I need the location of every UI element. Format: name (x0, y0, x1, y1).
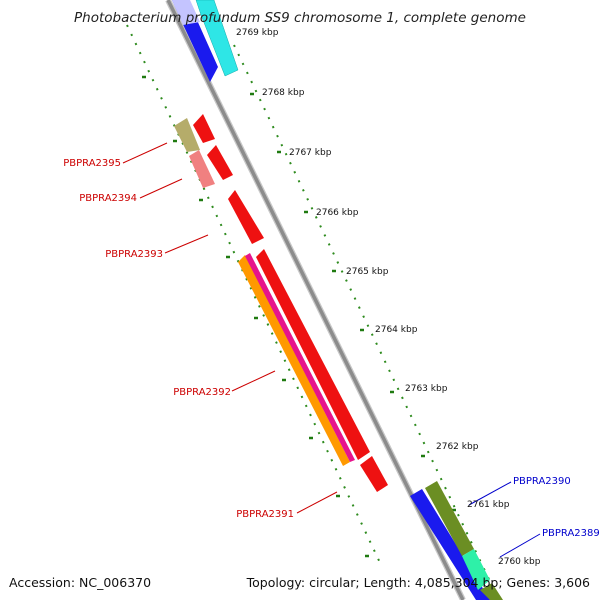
gene-PBPRA2394-block[interactable] (189, 150, 215, 188)
leader-line-PBPRA2395 (122, 142, 168, 164)
ruler-label: 2765 kbp (346, 267, 389, 277)
ruler-label: 2761 kbp (467, 500, 510, 510)
ruler-label: 2766 kbp (316, 208, 359, 218)
gene-PBPRA2391-block[interactable] (360, 456, 388, 492)
gene-block-cyan-top[interactable] (195, 0, 239, 77)
gene-PBPRA2392-orange[interactable] (238, 255, 350, 466)
gene-PBPRA2395-block[interactable] (174, 118, 200, 152)
gene-block-red-b[interactable] (207, 145, 233, 180)
leader-line-PBPRA2391 (296, 491, 338, 514)
ruler-label: 2767 kbp (289, 148, 332, 158)
gene-label-PBPRA2390[interactable]: PBPRA2390 (513, 476, 571, 487)
leader-line-PBPRA2392 (231, 370, 276, 392)
leader-line-PBPRA2394 (139, 178, 183, 199)
leader-lines-right (468, 481, 541, 558)
inner-dotted-ruler (126, 24, 383, 568)
leader-line-PBPRA2390 (468, 481, 512, 506)
gene-block-red-a[interactable] (193, 114, 215, 143)
gene-label-PBPRA2389[interactable]: PBPRA2389 (542, 528, 600, 539)
outer-dotted-ruler (233, 44, 497, 595)
gene-label-PBPRA2395[interactable]: PBPRA2395 (63, 158, 121, 169)
leader-line-PBPRA2389 (499, 533, 541, 558)
ruler-label: 2764 kbp (375, 325, 418, 335)
gene-block-red-long[interactable] (256, 249, 370, 460)
leader-line-PBPRA2393 (164, 234, 209, 254)
ruler-labels: 2769 kbp 2768 kbp 2767 kbp 2766 kbp 2765… (236, 28, 541, 567)
gene-PBPRA2389-block[interactable] (462, 549, 490, 590)
genome-summary-text: Topology: circular; Length: 4,085,304 bp… (246, 575, 590, 590)
map-title: Photobacterium profundum SS9 chromosome … (74, 10, 526, 26)
accession-text: Accession: NC_006370 (9, 575, 152, 590)
ruler-label: 2763 kbp (405, 384, 448, 394)
leader-lines-left (122, 142, 338, 514)
gene-PBPRA2392-magenta[interactable] (245, 253, 355, 462)
gene-label-PBPRA2393[interactable]: PBPRA2393 (105, 249, 163, 260)
gene-block-lavender-top[interactable] (172, 0, 200, 25)
gene-label-PBPRA2394[interactable]: PBPRA2394 (79, 193, 137, 204)
ruler-label: 2768 kbp (262, 88, 305, 98)
gene-PBPRA2390-block[interactable] (425, 481, 474, 556)
gene-label-PBPRA2392[interactable]: PBPRA2392 (173, 387, 231, 398)
gene-PBPRA2393-block[interactable] (228, 190, 264, 244)
backbone (166, 0, 465, 600)
gene-label-PBPRA2391[interactable]: PBPRA2391 (236, 509, 294, 520)
ruler-label: 2760 kbp (498, 557, 541, 567)
ruler-label: 2762 kbp (436, 442, 479, 452)
gene-labels: PBPRA2395 PBPRA2394 PBPRA2393 PBPRA2392 … (63, 158, 600, 539)
gene-block-olive-bottom[interactable] (480, 583, 503, 600)
major-ticks (142, 75, 369, 558)
ruler-label: 2769 kbp (236, 28, 279, 38)
